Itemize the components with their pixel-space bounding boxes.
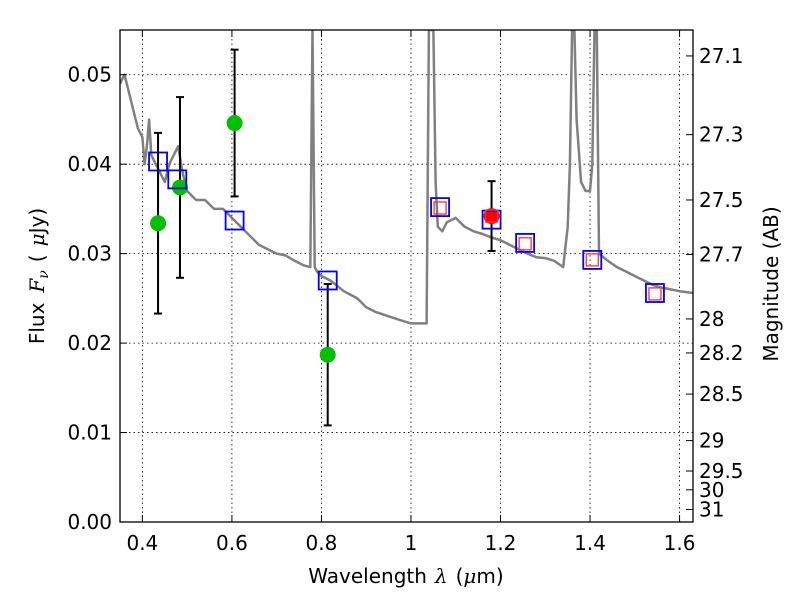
- model-point-square: [167, 169, 188, 190]
- y-tick-label: 0.03: [67, 242, 112, 266]
- x-axis-title: Wavelength λ (μm): [308, 564, 503, 588]
- y2-tick-label: 29: [699, 429, 724, 453]
- model-point-inner-square: [585, 253, 599, 267]
- x-tick-label: 1.2: [485, 531, 517, 555]
- x-tick-label: 0.6: [216, 531, 248, 555]
- y2-tick-label: 28.5: [699, 382, 744, 406]
- data-point-circle: [150, 215, 167, 232]
- y-tick-label: 0.00: [67, 510, 112, 534]
- model-point-square: [645, 283, 665, 303]
- y2-tick-label: 28: [699, 307, 724, 331]
- y2-tick-label: 27.5: [699, 188, 744, 212]
- model-point-square: [317, 270, 338, 291]
- y2-tick-label: 27.3: [699, 123, 744, 147]
- model-point-square: [224, 210, 245, 231]
- y2-tick-label: 28.2: [699, 341, 744, 365]
- y-tick-label: 0.02: [67, 331, 112, 355]
- y2-tick-label: 31: [699, 497, 724, 521]
- model-point-square: [148, 151, 168, 172]
- x-tick-label: 1.6: [664, 531, 696, 555]
- model-point-inner-square: [433, 201, 447, 215]
- data-point-circle: [226, 115, 243, 132]
- x-tick-label: 1: [405, 531, 418, 555]
- axis-ticks: 0.4 0.6 0.8 1 1.2 1.4 1.6 0.00 0.01 0.02 0.03 0.04 0…: [67, 30, 744, 555]
- x-tick-label: 0.8: [306, 531, 338, 555]
- y2-axis-title: Magnitude (AB): [759, 206, 783, 361]
- data-point-circle: [319, 346, 336, 363]
- y2-tick-label: 29.5: [699, 459, 744, 483]
- data-point-circle: [483, 208, 500, 225]
- data-point-circle: [171, 179, 188, 196]
- model-point-square: [430, 197, 450, 218]
- y-tick-label: 0.01: [67, 421, 112, 445]
- model-point-square: [582, 249, 603, 270]
- model-point-square: [515, 233, 536, 253]
- model-point-inner-square: [518, 237, 532, 251]
- y-tick-label: 0.05: [67, 63, 112, 87]
- y2-tick-label: 27.7: [699, 243, 744, 267]
- y2-tick-label: 27.1: [699, 44, 744, 68]
- template-spectrum-line: [120, 30, 693, 325]
- x-tick-label: 0.4: [126, 531, 158, 555]
- model-point-inner-square: [648, 287, 662, 301]
- y-axis-title: FluxFν(μJy): [25, 208, 52, 344]
- data-marks: [148, 48, 665, 427]
- plot-frame: [119, 29, 694, 523]
- y2-tick-label: 30: [699, 478, 724, 502]
- grid-lines: [120, 30, 693, 522]
- x-tick-label: 1.4: [574, 531, 606, 555]
- model-point-inner-square: [484, 209, 499, 223]
- y-tick-label: 0.04: [67, 152, 112, 176]
